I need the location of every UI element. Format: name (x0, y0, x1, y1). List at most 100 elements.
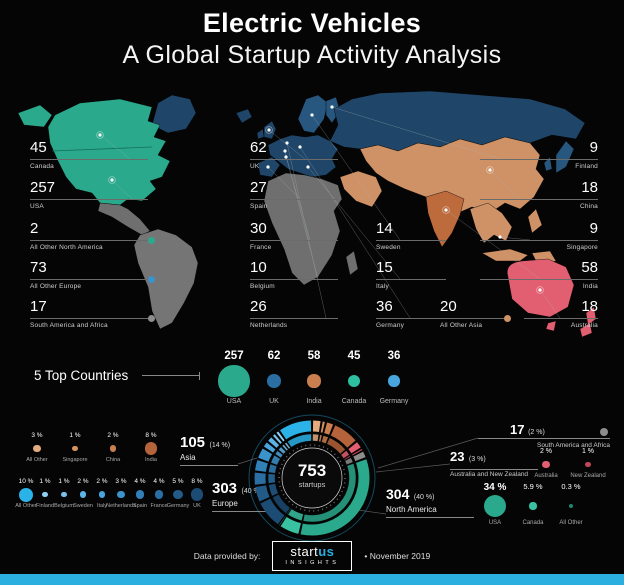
continent-europe (267, 134, 339, 178)
region-marker-dot (504, 315, 511, 322)
label-rule (480, 159, 598, 160)
country-bubble (388, 375, 400, 387)
dot-wrap (483, 493, 507, 519)
asia-total-label: Asia (180, 453, 196, 462)
region-alaska (17, 104, 53, 128)
region-marker-dot (148, 276, 155, 283)
saaf-rule: 17 (2 %) (478, 422, 610, 439)
country-bubble (347, 374, 361, 388)
country-name: All Other North America (30, 244, 103, 251)
share-dot (154, 490, 164, 499)
region-ireland (256, 128, 265, 140)
country-name: France (250, 244, 272, 251)
share-dot (135, 490, 145, 499)
dot-wrap (190, 487, 204, 502)
country-name: All Other Asia (440, 322, 483, 329)
share-percent: 3 % (31, 432, 43, 439)
share-label: India (145, 457, 157, 463)
share-percent: 2 % (96, 478, 108, 485)
share-dot-all-other: 3 % All Other (24, 432, 50, 463)
dot-wrap (109, 441, 117, 456)
label-rule (250, 279, 338, 280)
anz-total-value: 23 (450, 449, 465, 464)
europe-total-block: 303 (40 %) Europe (212, 480, 266, 512)
donut-segment-india (326, 437, 346, 454)
label-rule (376, 240, 446, 241)
dot-wrap (79, 487, 87, 502)
border-canada-usa (51, 146, 153, 152)
share-percent: 4 % (134, 478, 146, 485)
top-country-germany: 36 Germany (374, 350, 414, 405)
share-dot (190, 488, 204, 501)
share-label: Italy (96, 503, 108, 509)
label-rule (30, 199, 148, 200)
share-percent: 2 % (77, 478, 89, 485)
donut-segment-canada (280, 516, 302, 534)
label-rule (480, 199, 598, 200)
dot-wrap (135, 487, 145, 502)
donut-segment-belgium (282, 444, 288, 451)
donut-segment-sweden (278, 447, 286, 454)
north-america-block: 304 (40 %) North America (386, 486, 474, 518)
continent-south-america (133, 228, 199, 330)
label-rule (250, 159, 338, 160)
donut-segment-south-america-and-africa (353, 451, 366, 462)
south-america-africa-block: 17 (2 %) South America and Africa (478, 422, 610, 449)
anz-rule (450, 469, 538, 470)
label-rule (376, 279, 446, 280)
country-name: Italy (376, 283, 389, 290)
donut-segment-italy (263, 442, 276, 453)
share-dot-new-zealand: 1 % New Zealand (570, 448, 605, 479)
europe-total-share: (40 %) (241, 488, 263, 495)
donut-segment-italy (275, 451, 283, 458)
share-dot (109, 445, 117, 452)
map-label-china: 18 China (480, 180, 598, 210)
dot-wrap (173, 487, 183, 502)
count-value: 257 (30, 179, 56, 196)
share-dot (117, 490, 125, 499)
australia-nz-dots: 2 % Australia 1 % New Zealand (534, 448, 605, 479)
map-label-belgium: 10 Belgium (250, 260, 338, 290)
map-label-finland: 9 Finland (480, 140, 598, 170)
share-label: Germany (166, 503, 190, 509)
count-value: 9 (589, 220, 598, 237)
saaf-marker-dot (600, 428, 608, 436)
country-bubble (267, 374, 281, 388)
share-dot (42, 491, 48, 498)
map-label-australia: 18 Australia (524, 299, 598, 329)
bubble-wrap (307, 364, 321, 398)
total-startups-value: 753 (297, 461, 327, 480)
share-percent: 2 % (539, 448, 553, 455)
share-dot (173, 489, 183, 500)
country-name: Canada (30, 163, 54, 170)
donut-segment-germany (255, 485, 270, 502)
donut-segment-australia (341, 450, 350, 459)
page-subtitle: A Global Startup Activity Analysis (122, 41, 502, 69)
donut-segment-uk (260, 498, 285, 525)
count-value: 2 (30, 220, 39, 237)
map-label-sweden: 14 Sweden (376, 221, 446, 251)
saaf-total-value: 17 (510, 422, 525, 437)
donut-segment-usa (303, 463, 356, 522)
bottom-accent-bar (0, 574, 624, 585)
share-percent: 1 % (39, 478, 51, 485)
region-iceland (235, 108, 253, 124)
map-label-singapore: 9 Singapore (480, 221, 598, 251)
count-value: 9 (589, 139, 598, 156)
asia-share-row: 3 % All Other 1 % Singapore 2 % China 8 % India (24, 432, 164, 463)
map-label-south-america-and-africa: 17 South America and Africa (30, 299, 155, 329)
country-name: UK (250, 163, 260, 170)
donut-segment-new-zealand (352, 448, 363, 456)
country-name: India (582, 283, 598, 290)
label-rule (30, 237, 155, 244)
page-title: Electric Vehicles (202, 8, 422, 38)
share-dot-all-other: 10 % All Other (15, 478, 36, 509)
share-dot-sweden: 2 % Sweden (73, 478, 93, 509)
bubble-label: India (306, 398, 322, 405)
count-value: 10 (250, 259, 267, 276)
country-name: Finland (575, 163, 598, 170)
donut-center-text: 753 startups (282, 461, 342, 490)
share-dot (483, 494, 507, 518)
share-label: New Zealand (570, 473, 606, 479)
